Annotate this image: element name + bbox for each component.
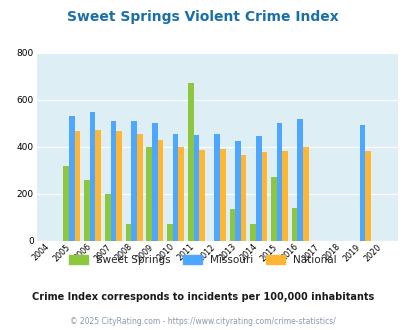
- Bar: [250, 224, 255, 241]
- Bar: [261, 152, 266, 241]
- Bar: [240, 155, 246, 241]
- Bar: [178, 147, 183, 241]
- Bar: [291, 208, 297, 241]
- Bar: [152, 123, 157, 241]
- Text: Crime Index corresponds to incidents per 100,000 inhabitants: Crime Index corresponds to incidents per…: [32, 292, 373, 302]
- Bar: [220, 149, 225, 241]
- Bar: [116, 131, 121, 241]
- Bar: [84, 180, 90, 241]
- Bar: [131, 121, 136, 241]
- Bar: [364, 151, 370, 241]
- Bar: [126, 224, 131, 241]
- Bar: [188, 83, 193, 241]
- Bar: [303, 147, 308, 241]
- Bar: [146, 147, 152, 241]
- Bar: [193, 135, 199, 241]
- Bar: [90, 112, 95, 241]
- Bar: [359, 124, 364, 241]
- Legend: Sweet Springs, Missouri, National: Sweet Springs, Missouri, National: [69, 255, 336, 265]
- Bar: [75, 131, 80, 241]
- Bar: [157, 140, 163, 241]
- Bar: [255, 136, 261, 241]
- Bar: [214, 134, 220, 241]
- Bar: [105, 194, 110, 241]
- Bar: [173, 134, 178, 241]
- Bar: [136, 134, 142, 241]
- Bar: [281, 151, 287, 241]
- Bar: [271, 178, 276, 241]
- Bar: [229, 209, 234, 241]
- Text: © 2025 CityRating.com - https://www.cityrating.com/crime-statistics/: © 2025 CityRating.com - https://www.city…: [70, 317, 335, 326]
- Bar: [110, 121, 116, 241]
- Bar: [95, 130, 101, 241]
- Bar: [199, 150, 205, 241]
- Bar: [297, 118, 303, 241]
- Bar: [276, 123, 281, 241]
- Bar: [234, 141, 240, 241]
- Bar: [63, 166, 69, 241]
- Text: Sweet Springs Violent Crime Index: Sweet Springs Violent Crime Index: [67, 10, 338, 24]
- Bar: [167, 224, 173, 241]
- Bar: [69, 116, 75, 241]
